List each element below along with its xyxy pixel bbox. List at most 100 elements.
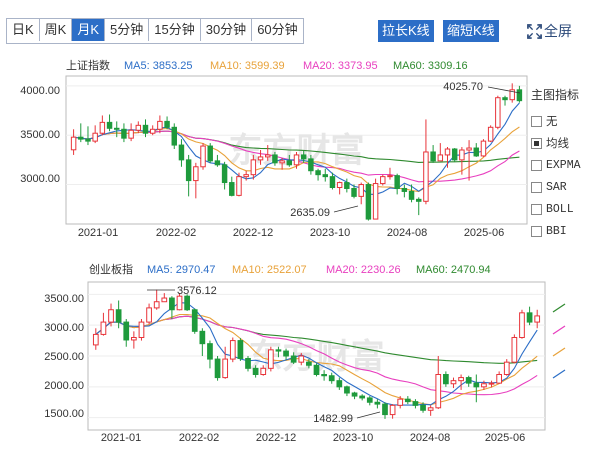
candle-down <box>252 367 259 376</box>
candle-up <box>260 367 267 376</box>
lengthen-k-button[interactable]: 拉长K线 <box>378 20 434 42</box>
indicator-option-ma[interactable]: 均线 <box>531 132 596 154</box>
chart1-x-tick: 2023-10 <box>310 227 350 239</box>
plot-frame <box>65 75 528 225</box>
candle-down <box>382 403 388 416</box>
checkbox[interactable] <box>531 159 542 171</box>
candle-up <box>423 151 429 202</box>
candle-up <box>236 176 242 196</box>
chart2-y-tick: 3000.00 <box>44 322 84 334</box>
candle-up <box>509 89 515 101</box>
legend-stub <box>552 325 566 335</box>
candle-down <box>185 159 192 182</box>
candle-up <box>243 174 249 178</box>
indicator-label: 无 <box>546 116 558 129</box>
candle-up <box>458 377 464 382</box>
candle-up <box>437 154 444 162</box>
indicator-title: 主图指标 <box>531 88 580 102</box>
chart2-x-tick: 2024-08 <box>410 432 450 444</box>
candle-down <box>171 126 177 146</box>
chart2-x-tick: 2021-01 <box>101 432 141 444</box>
candle-down <box>374 401 381 405</box>
chart1-x-tick: 2025-06 <box>464 227 504 239</box>
candle-up <box>459 149 465 161</box>
candle-up <box>427 407 434 411</box>
candle-down <box>328 375 335 382</box>
chart1-x-tick: 2022-12 <box>233 227 273 239</box>
candle-down <box>516 89 523 102</box>
indicator-option-boll[interactable]: BOLL <box>531 198 596 220</box>
candle-up <box>130 337 137 341</box>
candle-down <box>191 309 198 332</box>
tab-30min[interactable]: 30分钟 <box>200 19 253 41</box>
candle-down <box>164 120 170 128</box>
candle-down <box>275 349 282 352</box>
chinext-chart-svg: 东方财富 创业板指 MA5: 2970.47 MA10: 2522.07 MA2… <box>44 262 566 444</box>
checkbox[interactable] <box>531 137 542 149</box>
shorten-k-button[interactable]: 缩短K线 <box>443 20 499 42</box>
candle-down <box>502 97 508 101</box>
chart2-x-tick: 2022-12 <box>256 432 296 444</box>
checkbox[interactable] <box>531 225 542 237</box>
chart1-ma5-label: MA5: 3853.25 <box>124 60 193 72</box>
candle-up <box>146 307 152 323</box>
candle-up <box>481 383 487 388</box>
legend-stub <box>552 369 566 379</box>
tab-daily-k[interactable]: 日K <box>7 19 40 41</box>
indicator-option-none[interactable]: 无 <box>531 110 596 132</box>
candle-down <box>286 160 293 166</box>
candle-up <box>92 132 98 142</box>
candle-down <box>300 154 307 160</box>
tab-15min[interactable]: 15分钟 <box>149 19 201 41</box>
tab-5min[interactable]: 5分钟 <box>105 19 150 41</box>
candle-up <box>336 182 343 188</box>
shanghai-chart-svg: 东方财富 上证指数 MA5: 3853.25 MA10: 3599.39 MA2… <box>20 58 528 239</box>
candle-up <box>229 340 236 360</box>
candle-down <box>169 297 175 311</box>
candle-up <box>389 404 396 416</box>
chart1-x-tick: 2021-01 <box>78 227 118 239</box>
candle-up <box>488 382 495 385</box>
candle-down <box>123 321 130 341</box>
candle-down <box>412 401 419 406</box>
tab-monthly-k[interactable]: 月K <box>72 19 106 41</box>
fullscreen-button[interactable]: 全屏 <box>527 21 572 41</box>
candle-up <box>279 160 285 164</box>
chart2-x-tick: 2025-06 <box>485 432 525 444</box>
candle-down <box>207 343 213 360</box>
indicator-option-expma[interactable]: EXPMA <box>531 154 596 176</box>
chinext-chart: 东方财富 创业板指 MA5: 2970.47 MA10: 2522.07 MA2… <box>0 260 596 465</box>
tab-60min[interactable]: 60分钟 <box>252 19 303 41</box>
chart2-ma5-label: MA5: 2970.47 <box>147 264 216 276</box>
checkbox[interactable] <box>531 181 542 193</box>
candle-up <box>99 121 106 134</box>
indicator-option-bbi[interactable]: BBI <box>531 220 596 242</box>
candle-up <box>149 128 156 134</box>
candle-down <box>315 170 321 176</box>
candle-up <box>250 159 257 176</box>
candle-down <box>451 148 458 161</box>
chart1-ma10-label: MA10: 3599.39 <box>210 60 285 72</box>
tab-weekly-k[interactable]: 周K <box>39 19 73 41</box>
legend-stub <box>552 347 566 357</box>
indicator-label: BOLL <box>546 202 574 216</box>
candle-up <box>161 297 168 303</box>
chart2-y-tick: 1500.00 <box>44 408 84 420</box>
candle-down <box>207 145 213 162</box>
checkbox[interactable] <box>531 115 542 127</box>
candle-down <box>308 158 314 172</box>
candle-up <box>444 148 451 156</box>
toolbar: 日K 周K 月K 5分钟 15分钟 30分钟 60分钟 拉长K线 缩短K线 全屏 <box>0 18 596 46</box>
indicator-panel: 主图指标 无 均线 EXPMA SAR BOLL BBI <box>531 86 596 242</box>
candle-down <box>221 164 228 184</box>
checkbox[interactable] <box>531 203 542 215</box>
candle-down <box>121 128 127 139</box>
indicator-option-sar[interactable]: SAR <box>531 176 596 198</box>
legend-stub <box>552 303 566 313</box>
candle-down <box>290 355 297 363</box>
chart2-y-tick: 3500.00 <box>44 293 84 305</box>
candle-down <box>78 136 84 140</box>
candle-up <box>372 183 379 220</box>
candle-up <box>450 380 457 385</box>
fullscreen-icon <box>527 23 542 39</box>
